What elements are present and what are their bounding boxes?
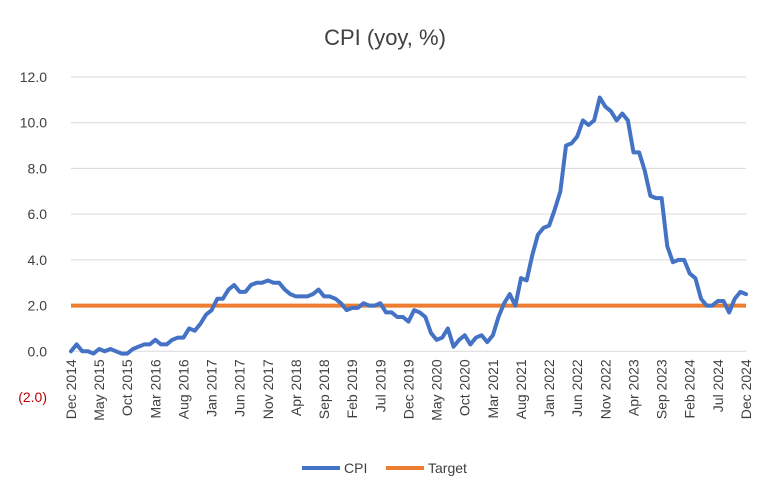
cpi-series-line	[69, 95, 748, 356]
x-tick-label: Jan 2017	[204, 359, 220, 417]
x-tick-label: Jul 2024	[710, 359, 726, 412]
x-tick-label: Oct 2015	[119, 359, 135, 416]
y-axis-tick-labels: 12.0 10.0 8.0 6.0 4.0 2.0 0.0 (2.0)	[18, 69, 47, 405]
x-tick-label: Mar 2021	[485, 359, 501, 418]
legend-label-cpi: CPI	[344, 460, 367, 476]
x-tick-label: Dec 2024	[738, 359, 754, 419]
y-tick-label: (2.0)	[18, 389, 47, 405]
x-tick-label: Jun 2017	[232, 359, 248, 417]
x-tick-label: Jan 2022	[541, 359, 557, 417]
x-tick-label: Jul 2019	[372, 359, 388, 412]
x-tick-label: Dec 2014	[63, 359, 79, 419]
series-lines	[69, 95, 748, 356]
y-tick-label: 12.0	[20, 69, 47, 85]
y-tick-label: 10.0	[20, 115, 47, 131]
chart-title: CPI (yoy, %)	[324, 25, 446, 50]
x-tick-label: Sep 2023	[654, 359, 670, 419]
x-tick-label: Apr 2018	[288, 359, 304, 416]
legend: CPI Target	[302, 460, 467, 476]
y-tick-label: 6.0	[28, 206, 48, 222]
x-tick-label: Apr 2023	[626, 359, 642, 416]
x-tick-label: May 2015	[91, 359, 107, 421]
x-tick-label: Aug 2021	[513, 359, 529, 419]
x-tick-label: Nov 2022	[597, 359, 613, 419]
legend-label-target: Target	[428, 460, 467, 476]
y-tick-label: 4.0	[28, 252, 48, 268]
x-tick-label: Aug 2016	[176, 359, 192, 419]
y-tick-label: 2.0	[28, 298, 48, 314]
y-tick-label: 8.0	[28, 160, 48, 176]
x-tick-label: Dec 2019	[401, 359, 417, 419]
x-tick-label: Sep 2018	[316, 359, 332, 419]
x-tick-label: Oct 2020	[457, 359, 473, 416]
x-tick-label: Nov 2017	[260, 359, 276, 419]
x-tick-label: Feb 2024	[682, 359, 698, 418]
x-tick-label: May 2020	[429, 359, 445, 421]
x-tick-label: Feb 2019	[344, 359, 360, 418]
x-axis-tick-labels: Dec 2014 May 2015 Oct 2015 Mar 2016 Aug 2016…	[63, 359, 754, 421]
gridlines	[71, 76, 746, 352]
x-tick-label: Mar 2016	[147, 359, 163, 418]
x-tick-label: Jun 2022	[569, 359, 585, 417]
y-tick-label: 0.0	[28, 343, 48, 359]
